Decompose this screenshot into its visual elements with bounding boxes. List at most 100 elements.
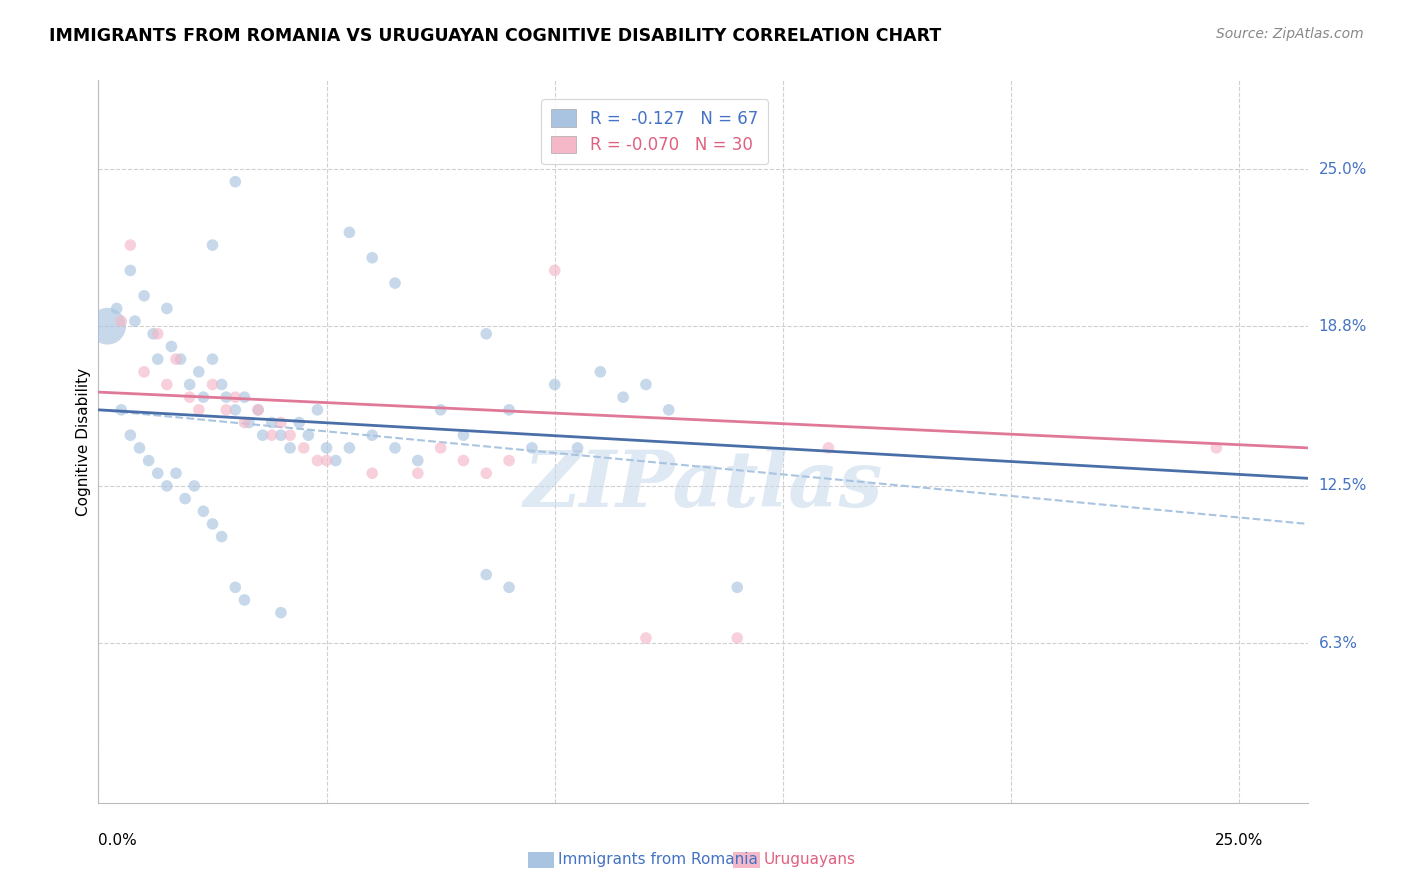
Point: [128, 441, 150, 455]
Point: [201, 377, 224, 392]
Point: [174, 491, 197, 506]
Point: [156, 301, 179, 316]
Point: [315, 453, 337, 467]
Point: [124, 314, 146, 328]
Text: Immigrants from Romania: Immigrants from Romania: [558, 852, 758, 867]
Point: [105, 301, 128, 316]
Point: [260, 416, 283, 430]
Point: [658, 402, 681, 417]
Point: [589, 365, 612, 379]
Point: [337, 441, 360, 455]
Point: [260, 428, 283, 442]
Point: [247, 402, 270, 417]
Point: [337, 226, 360, 240]
Text: 6.3%: 6.3%: [1319, 636, 1358, 650]
Text: Uruguayans: Uruguayans: [763, 852, 855, 867]
Point: [224, 402, 246, 417]
Point: [156, 479, 179, 493]
Point: [224, 175, 246, 189]
Text: IMMIGRANTS FROM ROMANIA VS URUGUAYAN COGNITIVE DISABILITY CORRELATION CHART: IMMIGRANTS FROM ROMANIA VS URUGUAYAN COG…: [49, 27, 942, 45]
Point: [325, 453, 347, 467]
Point: [215, 402, 238, 417]
Point: [278, 441, 301, 455]
Point: [156, 377, 179, 392]
Point: [498, 402, 520, 417]
Point: [146, 467, 169, 481]
Point: [475, 567, 498, 582]
Point: [132, 365, 155, 379]
Text: 12.5%: 12.5%: [1319, 478, 1367, 493]
Point: [138, 453, 160, 467]
Point: [297, 428, 319, 442]
Point: [270, 606, 292, 620]
Text: Source: ZipAtlas.com: Source: ZipAtlas.com: [1216, 27, 1364, 41]
Point: [238, 416, 260, 430]
Point: [215, 390, 238, 404]
Text: 18.8%: 18.8%: [1319, 318, 1367, 334]
Point: [307, 453, 329, 467]
Point: [406, 453, 429, 467]
Point: [725, 631, 748, 645]
Point: [429, 441, 451, 455]
Point: [315, 441, 337, 455]
Point: [406, 467, 429, 481]
Point: [453, 428, 475, 442]
Point: [288, 416, 311, 430]
Point: [247, 402, 270, 417]
Point: [520, 441, 543, 455]
Point: [475, 467, 498, 481]
Point: [120, 263, 142, 277]
Point: [384, 441, 406, 455]
FancyBboxPatch shape: [734, 852, 759, 868]
Point: [179, 377, 201, 392]
Point: [160, 339, 183, 353]
Text: 0.0%: 0.0%: [98, 833, 138, 848]
FancyBboxPatch shape: [527, 852, 554, 868]
Point: [278, 428, 301, 442]
Point: [165, 352, 187, 367]
Text: ZIPatlas: ZIPatlas: [523, 447, 883, 523]
Point: [270, 428, 292, 442]
Point: [612, 390, 634, 404]
Point: [187, 402, 209, 417]
Point: [817, 441, 839, 455]
Legend: R =  -0.127   N = 67, R = -0.070   N = 30: R = -0.127 N = 67, R = -0.070 N = 30: [541, 99, 768, 164]
Point: [498, 580, 520, 594]
Point: [96, 319, 118, 334]
Y-axis label: Cognitive Disability: Cognitive Disability: [76, 368, 91, 516]
Point: [252, 428, 274, 442]
Point: [453, 453, 475, 467]
Point: [193, 390, 215, 404]
Point: [1205, 441, 1227, 455]
Point: [361, 467, 384, 481]
Point: [201, 352, 224, 367]
Point: [183, 479, 205, 493]
Point: [634, 631, 657, 645]
Point: [233, 390, 256, 404]
Point: [498, 453, 520, 467]
Point: [233, 416, 256, 430]
Point: [634, 377, 657, 392]
Point: [211, 377, 233, 392]
Point: [146, 326, 169, 341]
Point: [307, 402, 329, 417]
Point: [567, 441, 589, 455]
Point: [169, 352, 191, 367]
Point: [132, 289, 155, 303]
Point: [120, 238, 142, 252]
Point: [292, 441, 315, 455]
Point: [179, 390, 201, 404]
Point: [475, 326, 498, 341]
Point: [201, 516, 224, 531]
Point: [270, 416, 292, 430]
Point: [384, 276, 406, 290]
Point: [165, 467, 187, 481]
Point: [187, 365, 209, 379]
Point: [224, 390, 246, 404]
Point: [120, 428, 142, 442]
Text: 25.0%: 25.0%: [1215, 833, 1264, 848]
Point: [361, 251, 384, 265]
Point: [224, 580, 246, 594]
Point: [544, 263, 567, 277]
Point: [142, 326, 165, 341]
